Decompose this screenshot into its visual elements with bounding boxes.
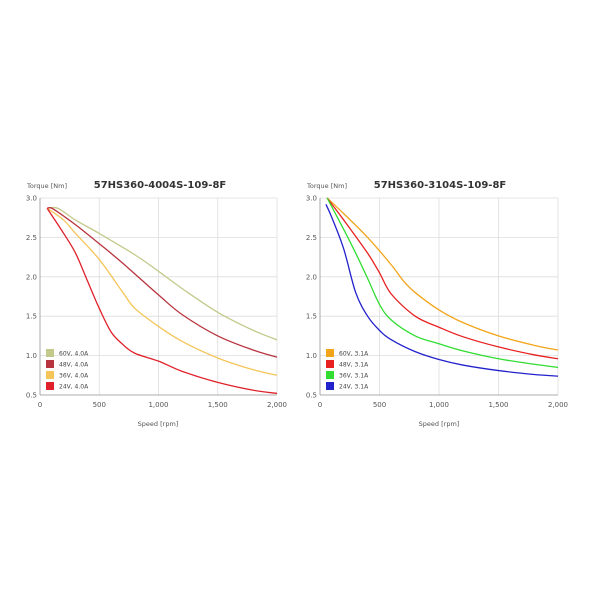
series-line-48v bbox=[326, 197, 559, 360]
legend-label: 24V, 4.0A bbox=[59, 384, 89, 391]
legend-label: 60V, 4.0A bbox=[59, 351, 89, 358]
chart-title: 57HS360-3104S-109-8F bbox=[374, 180, 507, 191]
series-line-24v bbox=[46, 207, 278, 395]
legend-label: 36V, 3.1A bbox=[339, 373, 369, 380]
series-line-36v bbox=[46, 207, 278, 376]
legend-swatch bbox=[46, 349, 54, 357]
y-tick-label: 2.0 bbox=[306, 273, 317, 281]
legend-label: 48V, 4.0A bbox=[59, 362, 89, 369]
y-tick-label: 3.0 bbox=[306, 195, 317, 203]
y-tick-label: 3.0 bbox=[26, 195, 37, 203]
legend-swatch bbox=[46, 360, 54, 368]
x-tick-label: 0 bbox=[38, 401, 42, 409]
legend-swatch bbox=[46, 382, 54, 390]
x-tick-label: 1,000 bbox=[148, 401, 168, 409]
x-tick-label: 1,500 bbox=[488, 401, 508, 409]
legend-swatch bbox=[46, 371, 54, 379]
y-tick-label: 2.5 bbox=[26, 234, 37, 242]
y-tick-label: 1.5 bbox=[306, 313, 317, 321]
y-axis-label: Torque [Nm] bbox=[26, 182, 67, 190]
x-tick-label: 2,000 bbox=[267, 401, 287, 409]
series-line-60v bbox=[47, 206, 278, 341]
x-tick-label: 1,000 bbox=[429, 401, 449, 409]
legend-label: 24V, 3.1A bbox=[339, 384, 369, 391]
legend-swatch bbox=[326, 360, 334, 368]
legend-label: 60V, 3.1A bbox=[339, 351, 369, 358]
legend-label: 48V, 3.1A bbox=[339, 362, 369, 369]
legend-label: 36V, 4.0A bbox=[59, 373, 89, 380]
chart-left: Torque [Nm] 57HS360-4004S-109-8F Speed [… bbox=[26, 180, 287, 428]
x-tick-label: 0 bbox=[318, 401, 322, 409]
x-axis-label: Speed [rpm] bbox=[138, 420, 179, 428]
y-tick-label: 2.5 bbox=[306, 234, 317, 242]
x-tick-label: 1,500 bbox=[208, 401, 228, 409]
y-tick-label: 1.0 bbox=[26, 352, 37, 360]
legend-swatch bbox=[326, 382, 334, 390]
chart-right: Torque [Nm] 57HS360-3104S-109-8F Speed [… bbox=[306, 180, 568, 428]
series-line-48v bbox=[47, 207, 278, 358]
series-line-60v bbox=[326, 197, 559, 351]
x-tick-label: 500 bbox=[93, 401, 106, 409]
x-tick-label: 500 bbox=[373, 401, 386, 409]
series-line-36v bbox=[326, 197, 559, 369]
y-tick-label: 2.0 bbox=[26, 273, 37, 281]
chart-title: 57HS360-4004S-109-8F bbox=[94, 180, 227, 191]
legend-swatch bbox=[326, 371, 334, 379]
y-tick-label: 0.5 bbox=[26, 392, 37, 400]
x-tick-label: 2,000 bbox=[548, 401, 568, 409]
y-tick-label: 0.5 bbox=[306, 392, 317, 400]
y-tick-label: 1.5 bbox=[26, 313, 37, 321]
legend-swatch bbox=[326, 349, 334, 357]
x-axis-label: Speed [rpm] bbox=[419, 420, 460, 428]
y-axis-label: Torque [Nm] bbox=[306, 182, 347, 190]
series-line-24v bbox=[325, 204, 559, 377]
y-tick-label: 1.0 bbox=[306, 352, 317, 360]
